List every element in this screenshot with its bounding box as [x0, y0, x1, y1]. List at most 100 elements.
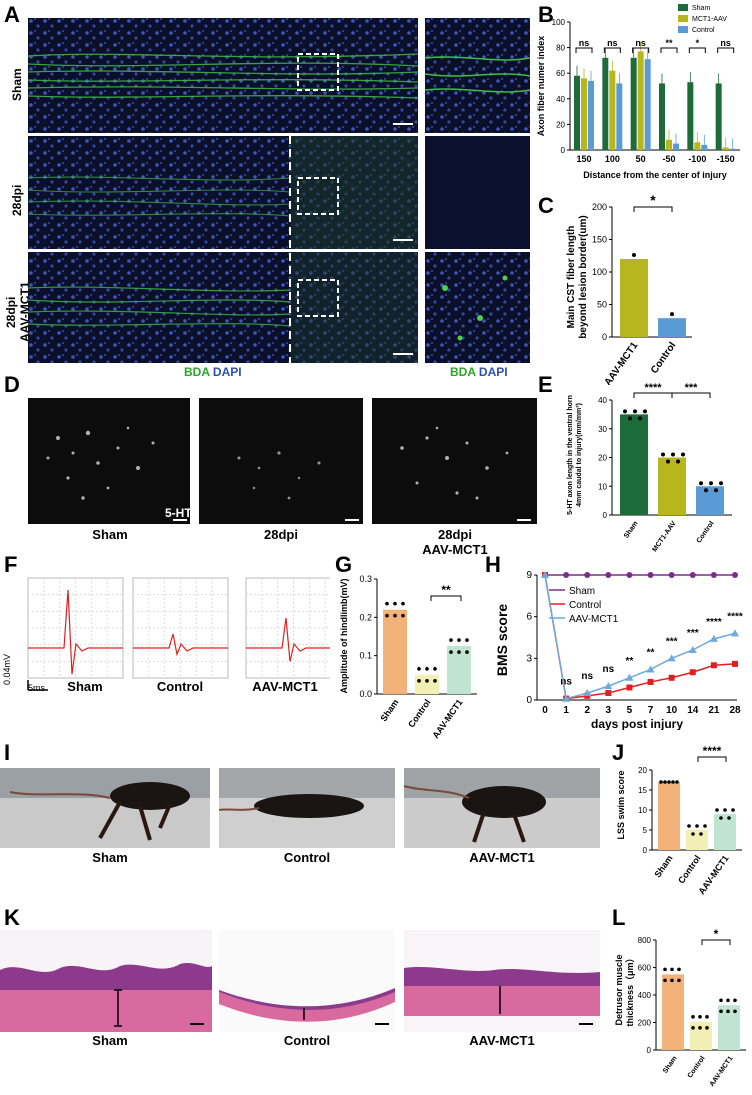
y-tick-label: 0.2: [359, 612, 372, 622]
data-point: [401, 601, 405, 606]
data-point: [699, 832, 703, 836]
y-tick-label: 3: [526, 653, 532, 664]
data-point: [663, 967, 667, 972]
bar: [415, 674, 439, 694]
data-point: [689, 572, 696, 578]
bda-label: BDA: [450, 365, 476, 379]
panel-label-c: C: [538, 193, 554, 218]
panel-label-g: G: [335, 552, 353, 577]
swim-photos: [0, 768, 600, 848]
significance-label: *: [650, 195, 656, 208]
data-point: [719, 1009, 723, 1014]
x-tick-label: -100: [688, 154, 706, 164]
bar: [722, 147, 729, 150]
significance-bracket: [697, 756, 727, 762]
x-tick-label: 3: [606, 705, 612, 716]
data-point: [647, 678, 654, 685]
significance-label: *: [696, 38, 700, 48]
bar: [662, 974, 684, 1050]
chart-g-amplitude: 0.0 0.1 0.2 0.3 Amplitude of hindlimb(mV) Sha…: [339, 574, 477, 740]
y-axis-label: Axon fiber numer index: [536, 36, 546, 137]
data-point: [626, 684, 633, 691]
scale-bar: [345, 519, 359, 521]
y-tick-label: 10: [598, 482, 607, 491]
x-tick-label: -150: [717, 154, 735, 164]
significance-label: **: [626, 656, 634, 667]
x-tick-label: 21: [708, 705, 720, 716]
series-line: [544, 574, 736, 700]
y-axis-label: LSS swim score: [616, 770, 626, 839]
significance-bracket: [671, 392, 711, 398]
data-point: [733, 1009, 737, 1014]
data-point: [689, 669, 696, 676]
bar: [616, 83, 623, 150]
data-point: [715, 808, 719, 812]
dapi-label: DAPI: [478, 365, 508, 379]
data-point: [605, 690, 612, 697]
y-tick-label: 0.1: [359, 651, 372, 661]
data-point: [726, 1009, 730, 1014]
y-tick-label: 10: [638, 806, 647, 815]
data-point: [731, 629, 739, 637]
x-tick-label: Control: [676, 853, 703, 885]
significance-label: ns: [607, 38, 618, 48]
data-point: [393, 613, 397, 618]
significance-label: **: [665, 38, 673, 48]
bar: [686, 830, 708, 850]
y-tick-label: 400: [638, 991, 652, 1000]
y-tick-label: 100: [592, 267, 607, 277]
bar: [729, 148, 736, 150]
data-point: [605, 572, 612, 578]
significance-label: ns: [720, 38, 731, 48]
y-tick-label: 600: [638, 964, 652, 973]
caption-f-aav: AAV-MCT1: [252, 679, 318, 694]
data-point: [719, 816, 723, 820]
caption-d-sham: Sham: [92, 527, 128, 542]
x-tick-label: AAV-MCT1: [709, 1055, 735, 1088]
y-tick-label: 0.0: [359, 689, 372, 699]
data-point: [604, 682, 613, 690]
significance-bracket: [688, 47, 706, 53]
bar: [620, 259, 648, 337]
y-tick-label: 0: [643, 846, 648, 855]
data-point: [646, 665, 655, 673]
data-point: [401, 613, 405, 618]
data-point: [709, 634, 718, 642]
data-point: [385, 601, 389, 606]
data-point: [628, 416, 632, 421]
legend-label: Control: [569, 600, 601, 611]
data-point: [449, 650, 453, 654]
x-tick-label: Sham: [378, 697, 400, 723]
bar: [658, 782, 680, 850]
bar: [383, 609, 407, 694]
bar: [687, 82, 694, 150]
data-point: [705, 1015, 709, 1019]
y-tick-label: 800: [638, 936, 652, 945]
bar: [620, 414, 648, 515]
x-tick-label: 7: [648, 705, 654, 716]
data-point: [719, 998, 723, 1003]
data-point: [698, 1026, 702, 1030]
significance-bracket: [717, 47, 735, 53]
data-point: [465, 650, 469, 654]
significance-bracket: [603, 47, 621, 53]
x-tick-label: 10: [666, 705, 678, 716]
data-point: [691, 832, 695, 836]
x-tick-label: Control: [696, 520, 716, 544]
data-point: [647, 572, 654, 578]
bar: [659, 83, 665, 150]
data-point: [563, 572, 570, 578]
significance-label: ns: [581, 671, 593, 682]
significance-label: ***: [687, 628, 699, 639]
bar: [715, 83, 722, 150]
x-tick-label: -50: [662, 154, 675, 164]
x-tick-label: 100: [605, 154, 620, 164]
significance-bracket: [575, 47, 593, 53]
data-point: [668, 674, 675, 681]
y-tick-label: 0: [602, 332, 607, 342]
panel-label-d: D: [4, 372, 20, 397]
data-point: [703, 824, 707, 828]
legend-swatch: [678, 26, 688, 33]
emg-trace: [246, 617, 330, 662]
caption-f-sham: Sham: [67, 679, 103, 694]
